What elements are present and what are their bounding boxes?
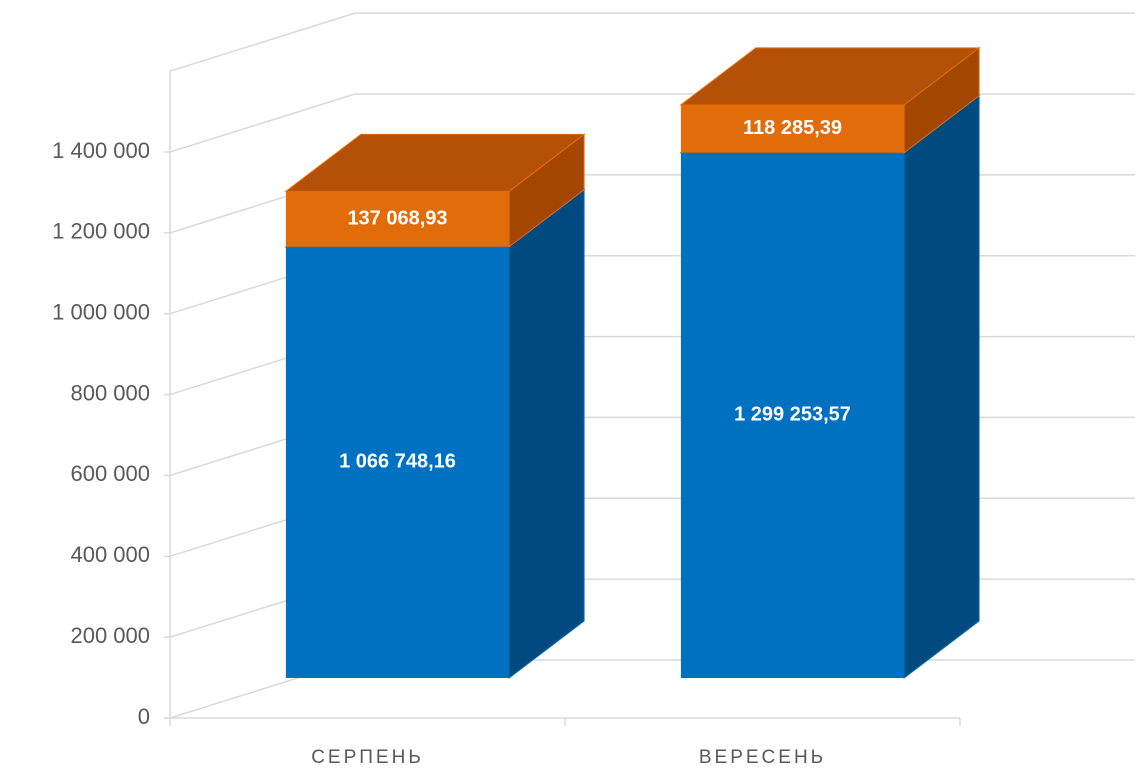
bar (680, 152, 905, 678)
y-tick-label: 1 000 000 (52, 300, 150, 325)
y-tick-label: 1 400 000 (52, 138, 150, 163)
bar-side (903, 94, 980, 680)
y-tick-label: 600 000 (70, 461, 150, 486)
bar (285, 191, 510, 247)
value-label: 1 066 748,16 (339, 451, 456, 473)
value-label: 118 285,39 (743, 117, 842, 139)
bar (285, 246, 510, 679)
x-tick-label: ВЕРЕСЕНЬ (699, 747, 826, 768)
y-tick-label: 800 000 (70, 380, 150, 405)
y-tick-label: 200 000 (70, 623, 150, 648)
bar-side (508, 188, 585, 680)
grid-line (169, 93, 356, 153)
y-tick-label: 0 (138, 704, 150, 729)
value-label: 1 299 253,57 (734, 404, 851, 426)
x-tick-label: СЕРПЕНЬ (311, 747, 424, 768)
y-tick-label: 400 000 (70, 542, 150, 567)
y-tick-label: 1 200 000 (52, 219, 150, 244)
bar (680, 104, 905, 153)
value-label: 137 068,93 (347, 207, 447, 229)
grid-line (169, 12, 356, 72)
